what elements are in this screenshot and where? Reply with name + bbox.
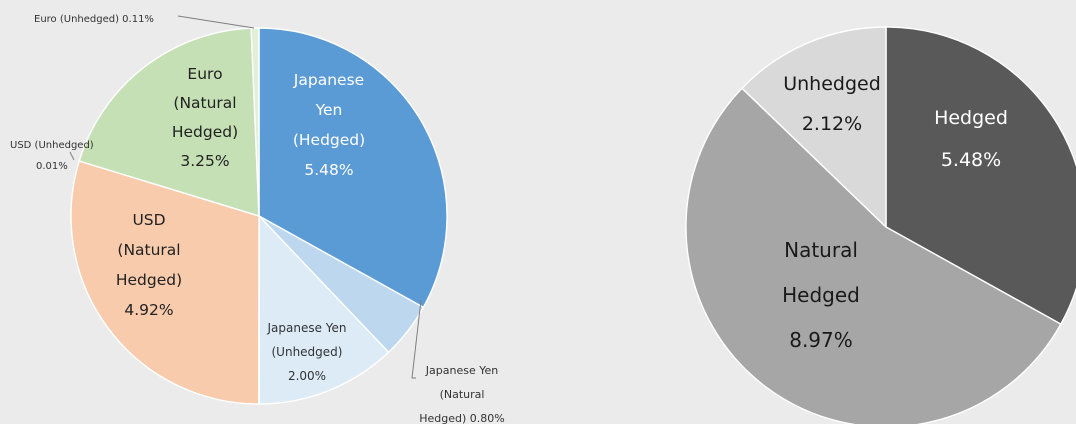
currency-pie-label-4: USD (Unhedged) 0.01%: [10, 140, 94, 172]
currency-pie-slice-3: [258, 214, 390, 405]
currency-pie-slice-6: [78, 27, 260, 217]
hedging-pie-slice-2: [685, 87, 1062, 424]
currency-pie-slice-7: [250, 27, 260, 217]
leader-line-2: [69, 151, 75, 161]
currency-pie-slice-1: [258, 27, 448, 309]
hedging-pie-label-1: Hedged 5.48%: [934, 107, 1008, 171]
hedging-pie-slice-1: [885, 26, 1076, 326]
currency-pie-label-6: Euro (Natural Hedged) 3.25%: [172, 65, 238, 170]
hedging-pie-slice-3: [741, 26, 887, 229]
hedging-pie-label-3: Unhedged 2.12%: [783, 73, 881, 135]
leader-line-1: [411, 299, 422, 379]
currency-pie-slice-5: [70, 160, 260, 405]
currency-pie-label-2: Japanese Yen (Natural Hedged) 0.80%: [419, 364, 505, 424]
currency-pie-label-1: Japanese Yen (Hedged) 5.48%: [293, 71, 365, 179]
hedging-pie-label-2: Natural Hedged 8.97%: [782, 238, 860, 352]
leader-line-3: [177, 15, 255, 29]
currency-pie-label-5: USD (Natural Hedged) 4.92%: [116, 211, 182, 319]
hedging-summary-pie: Hedged 5.48% Natural Hedged 8.97% Unhedged 2.1…: [685, 26, 1076, 424]
currency-pie-label-3: Japanese Yen (Unhedged) 2.00%: [266, 321, 346, 383]
currency-pie-label-7: Euro (Unhedged) 0.11%: [34, 14, 154, 25]
currency-hedging-pie: Japanese Yen (Hedged) 5.48% Japanese Yen (Nat…: [10, 14, 505, 424]
